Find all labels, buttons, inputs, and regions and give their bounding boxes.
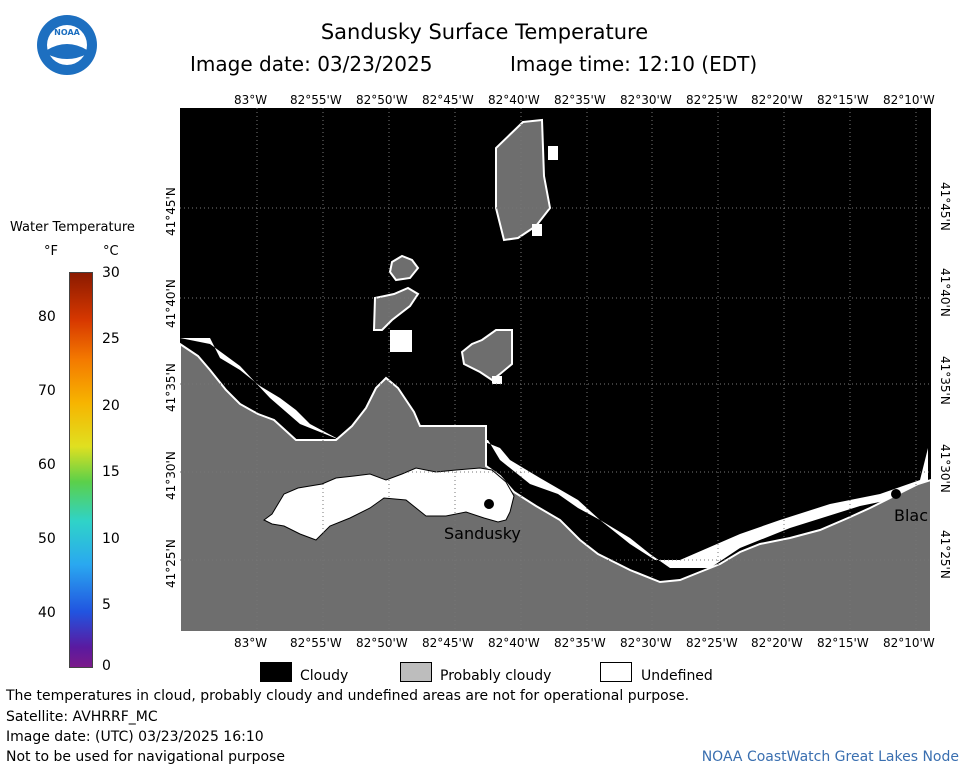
f-tick: 60: [38, 457, 56, 473]
c-tick: 25: [102, 331, 120, 347]
lat-tick: 41°30'N: [938, 444, 952, 493]
legend-probably-cloudy-label: Probably cloudy: [440, 668, 552, 684]
colorbar: [69, 272, 93, 668]
lon-tick: 82°25'W: [686, 93, 738, 107]
lon-tick: 83°W: [234, 93, 268, 107]
lat-tick: 41°30'N: [164, 451, 178, 500]
sandusky-marker: [484, 499, 494, 509]
c-tick: 30: [102, 265, 120, 281]
lon-tick: 82°25'W: [686, 636, 738, 650]
lon-tick: 82°20'W: [751, 93, 803, 107]
lon-tick: 82°20'W: [751, 636, 803, 650]
lon-tick: 82°15'W: [817, 93, 869, 107]
map-title: Sandusky Surface Temperature: [320, 20, 649, 44]
nav-warning: Not to be used for navigational purpose: [6, 749, 285, 765]
disclaimer: The temperatures in cloud, probably clou…: [6, 688, 690, 704]
legend-cloudy-label: Cloudy: [300, 668, 349, 684]
lon-tick: 82°55'W: [290, 636, 342, 650]
lat-tick: 41°45'N: [938, 182, 952, 231]
lon-tick: 82°50'W: [356, 93, 408, 107]
lat-tick: 41°40'N: [164, 279, 178, 328]
c-tick: 10: [102, 531, 120, 547]
lat-tick: 41°35'N: [938, 356, 952, 405]
lat-tick: 41°40'N: [938, 268, 952, 317]
probably-cloudy-area: [460, 329, 513, 382]
legend-cloudy-swatch: [260, 662, 292, 682]
east-city-label: Blac: [894, 506, 929, 525]
grid-lines: [180, 108, 931, 632]
map-panel: Sandusky Blac: [179, 108, 932, 633]
lon-tick: 82°50'W: [356, 636, 408, 650]
satellite-info: Satellite: AVHRRF_MC: [6, 709, 158, 725]
c-tick: 15: [102, 464, 120, 480]
f-tick: 70: [38, 383, 56, 399]
probably-cloudy-area: [179, 342, 932, 633]
f-tick: 80: [38, 309, 56, 325]
f-tick: 40: [38, 605, 56, 621]
lon-tick: 82°40'W: [488, 93, 540, 107]
undefined-area: [492, 376, 502, 384]
lon-tick: 83°W: [234, 636, 268, 650]
lat-tick: 41°45'N: [164, 187, 178, 236]
colorbar-f-unit: °F: [44, 244, 58, 259]
map-canvas: [179, 108, 932, 633]
utc-date: Image date: (UTC) 03/23/2025 16:10: [6, 729, 264, 745]
image-date-label: Image date: 03/23/2025: [190, 52, 433, 76]
undefined-area: [532, 224, 542, 236]
lon-tick: 82°10'W: [883, 636, 935, 650]
lon-tick: 82°10'W: [883, 93, 935, 107]
lon-tick: 82°35'W: [554, 93, 606, 107]
lon-tick: 82°35'W: [554, 636, 606, 650]
colorbar-c-unit: °C: [103, 244, 119, 259]
sandusky-label: Sandusky: [444, 524, 521, 543]
legend-undefined-label: Undefined: [641, 668, 713, 684]
credit-link[interactable]: NOAA CoastWatch Great Lakes Node: [701, 749, 959, 765]
undefined-area: [390, 330, 412, 352]
probably-cloudy-area: [388, 254, 420, 282]
legend-probably-cloudy-swatch: [400, 662, 432, 682]
lon-tick: 82°15'W: [817, 636, 869, 650]
lon-tick: 82°45'W: [422, 636, 474, 650]
logo-text: NOAA: [54, 28, 80, 37]
probably-cloudy-area: [495, 118, 552, 242]
lat-tick: 41°25'N: [164, 539, 178, 588]
c-tick: 20: [102, 398, 120, 414]
probably-cloudy-area: [372, 286, 420, 331]
lon-tick: 82°40'W: [488, 636, 540, 650]
lon-tick: 82°45'W: [422, 93, 474, 107]
c-tick: 5: [102, 597, 111, 613]
undefined-area: [548, 146, 558, 160]
lon-tick: 82°55'W: [290, 93, 342, 107]
east-city-marker: [891, 489, 901, 499]
lat-tick: 41°25'N: [938, 530, 952, 579]
noaa-logo: NOAA: [36, 14, 98, 76]
f-tick: 50: [38, 531, 56, 547]
c-tick: 0: [102, 658, 111, 674]
lat-tick: 41°35'N: [164, 363, 178, 412]
lon-tick: 82°30'W: [620, 636, 672, 650]
undefined-area: [263, 467, 515, 541]
image-time-label: Image time: 12:10 (EDT): [510, 52, 758, 76]
lon-tick: 82°30'W: [620, 93, 672, 107]
legend-undefined-swatch: [600, 662, 632, 682]
colorbar-title: Water Temperature: [10, 220, 135, 235]
